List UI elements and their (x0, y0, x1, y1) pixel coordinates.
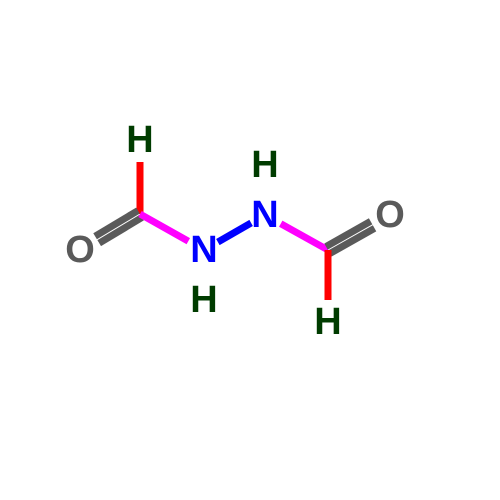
atom-H: H (251, 144, 278, 186)
atom-O: O (375, 194, 405, 236)
atom-H: H (126, 119, 153, 161)
atom-H: H (314, 301, 341, 343)
atom-N: N (251, 194, 278, 236)
atom-H: H (190, 279, 217, 321)
bond (140, 214, 188, 241)
molecule-diagram: HONHNHOH (0, 0, 500, 500)
atom-N: N (190, 229, 217, 271)
bond (218, 223, 251, 242)
bond (281, 224, 328, 250)
bonds-layer (95, 162, 374, 300)
atom-O: O (65, 229, 95, 271)
